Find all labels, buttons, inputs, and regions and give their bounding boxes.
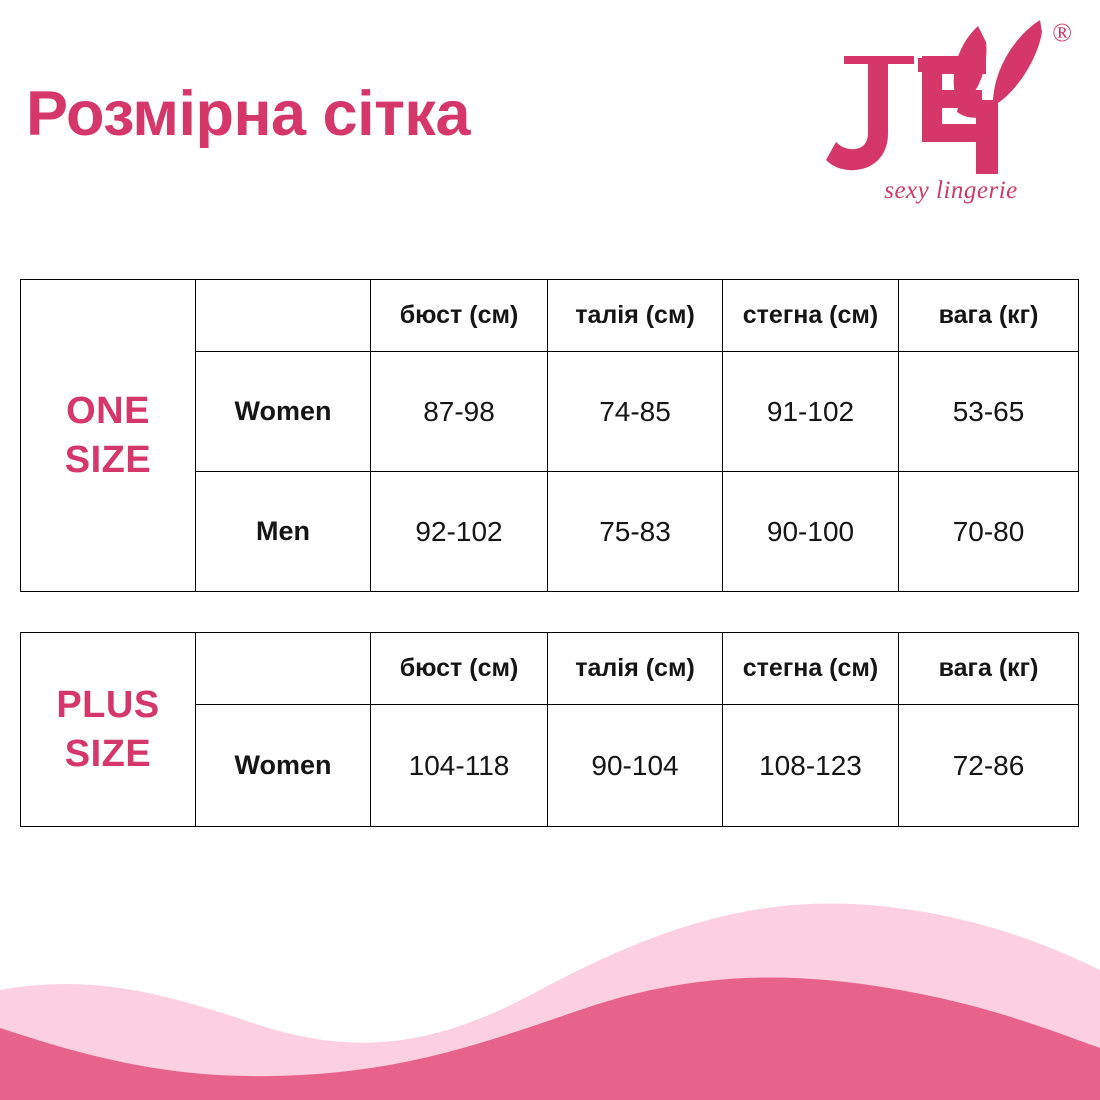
cell-bust: 104-118 <box>370 704 548 827</box>
header-bust: бюст (см) <box>370 632 548 705</box>
wave-dark-shape <box>0 977 1100 1100</box>
cell-gender: Men <box>195 471 371 592</box>
cell-waist: 74-85 <box>547 351 723 472</box>
cell-weight: 72-86 <box>898 704 1079 827</box>
cell-weight: 53-65 <box>898 351 1079 472</box>
cell-waist: 75-83 <box>547 471 723 592</box>
size-label-line-1: ONE <box>66 389 150 432</box>
size-label-line-2: SIZE <box>64 438 152 481</box>
header-gender <box>195 632 371 705</box>
header-bust: бюст (см) <box>370 279 548 352</box>
cell-hips: 91-102 <box>722 351 899 472</box>
header-waist: талія (см) <box>547 632 723 705</box>
header-weight: вага (кг) <box>898 632 1079 705</box>
table-row: Women 104-118 90-104 108-123 72-86 <box>21 704 1079 827</box>
cell-bust: 87-98 <box>370 351 548 472</box>
size-label-plus-size: PLUS SIZE <box>20 632 196 827</box>
cell-gender: Women <box>195 351 371 472</box>
cell-hips: 90-100 <box>722 471 899 592</box>
registered-trademark-icon: ® <box>1052 18 1072 47</box>
header-gender <box>195 279 371 352</box>
table-row: Men 92-102 75-83 90-100 70-80 <box>21 471 1079 592</box>
header-hips: стегна (см) <box>722 632 899 705</box>
size-table-one-size: ONE SIZE бюст (см) талія (см) стегна (см… <box>20 279 1079 592</box>
cell-gender: Women <box>195 704 371 827</box>
cell-hips: 108-123 <box>722 704 899 827</box>
cell-weight: 70-80 <box>898 471 1079 592</box>
decorative-wave-footer <box>0 870 1100 1100</box>
header-waist: талія (см) <box>547 279 723 352</box>
wave-light-shape <box>0 903 1100 1100</box>
page-header: Розмірна сітка ® sexy lingerie <box>0 0 1100 250</box>
header-weight: вага (кг) <box>898 279 1079 352</box>
brand-logo: ® sexy lingerie <box>826 12 1076 217</box>
cell-bust: 92-102 <box>370 471 548 592</box>
table-header-row: PLUS SIZE бюст (см) талія (см) стегна (с… <box>20 632 1079 827</box>
size-label-one-size: ONE SIZE <box>20 279 196 592</box>
header-hips: стегна (см) <box>722 279 899 352</box>
page-title: Розмірна сітка <box>26 79 471 149</box>
table-header-row: ONE SIZE бюст (см) талія (см) стегна (см… <box>20 279 1079 592</box>
size-label-line-2: SIZE <box>64 732 152 775</box>
brand-tagline: sexy lingerie <box>884 177 1018 204</box>
size-label-line-1: PLUS <box>56 683 160 726</box>
cell-waist: 90-104 <box>547 704 723 827</box>
size-table-plus-size: PLUS SIZE бюст (см) талія (см) стегна (с… <box>20 632 1079 827</box>
jsy-logo-icon <box>826 12 1076 177</box>
